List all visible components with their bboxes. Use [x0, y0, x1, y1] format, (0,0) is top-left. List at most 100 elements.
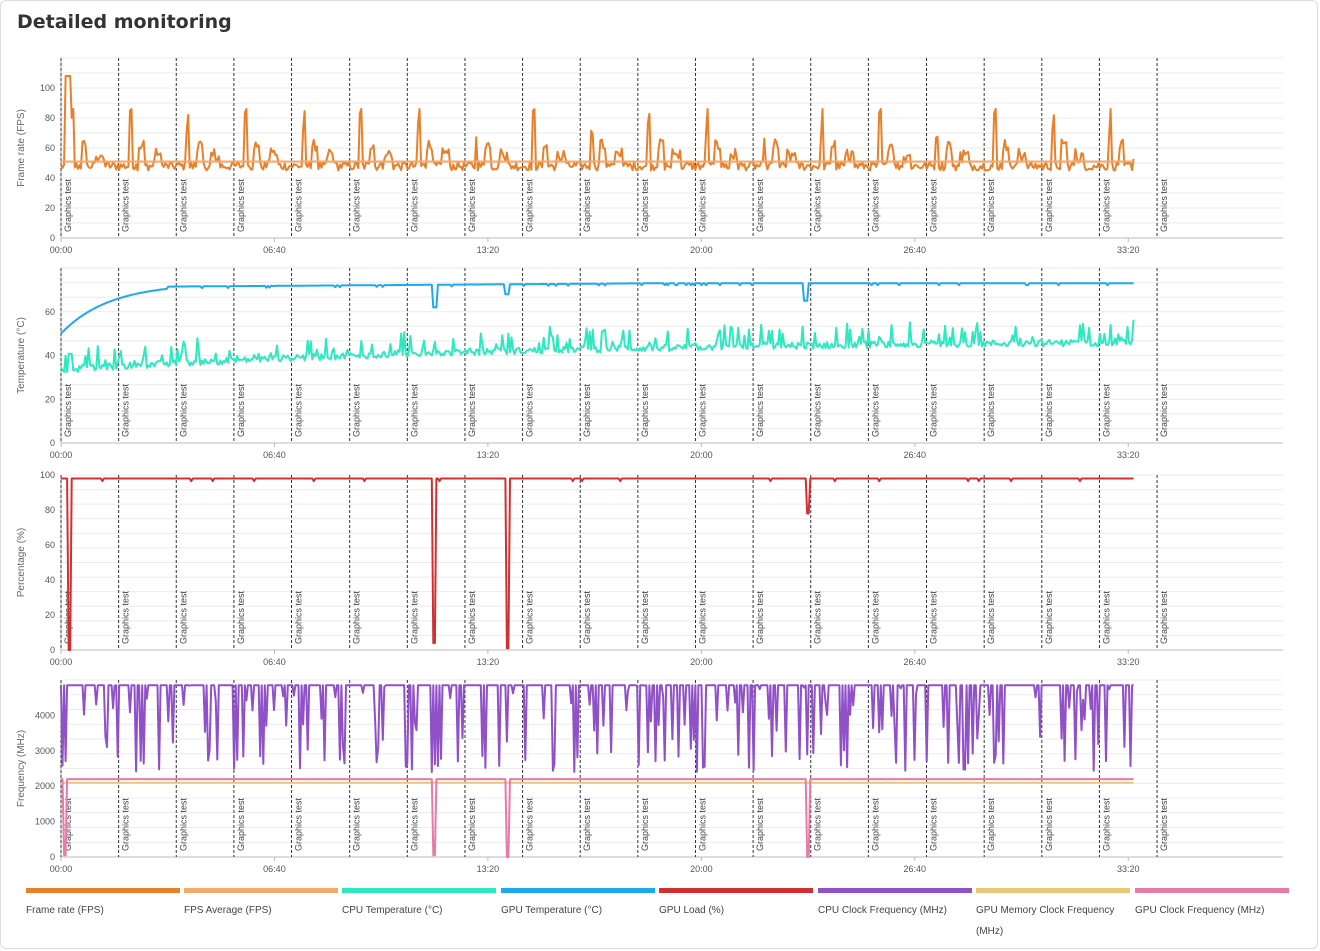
y-tick-label: 0 [50, 852, 55, 862]
event-marker-label: Graphics test [1101, 178, 1111, 232]
event-marker-label: Graphics test [236, 383, 246, 437]
x-tick-label: 20:00 [690, 245, 713, 255]
event-marker-label: Graphics test [929, 590, 939, 644]
event-marker-label: Graphics test [178, 797, 188, 851]
x-tick-label: 33:20 [1117, 657, 1140, 667]
event-marker-label: Graphics test [467, 383, 477, 437]
legend-item-gpu-memory-clock[interactable]: GPU Memory Clock Frequency (MHz) [976, 888, 1130, 942]
event-marker-label: Graphics test [755, 797, 765, 851]
legend-swatch [342, 888, 496, 893]
event-marker-label: Graphics test [929, 178, 939, 232]
event-marker-label: Graphics test [697, 178, 707, 232]
event-marker-label: Graphics test [1159, 383, 1169, 437]
legend-label: GPU Load (%) [659, 905, 725, 916]
y-tick-label: 40 [45, 575, 55, 585]
x-tick-label: 20:00 [690, 450, 713, 460]
legend-swatch [818, 888, 972, 893]
legend-item-cpu-temperature[interactable]: CPU Temperature (°C) [342, 888, 496, 921]
x-tick-label: 26:40 [904, 450, 927, 460]
event-marker-label: Graphics test [409, 590, 419, 644]
x-tick-label: 33:20 [1117, 450, 1140, 460]
legend-item-fps-average[interactable]: FPS Average (FPS) [184, 888, 338, 921]
event-marker-label: Graphics test [525, 383, 535, 437]
event-marker-label: Graphics test [986, 797, 996, 851]
event-marker-label: Graphics test [63, 178, 73, 232]
y-tick-label: 0 [50, 645, 55, 655]
event-marker-label: Graphics test [582, 383, 592, 437]
event-marker-label: Graphics test [121, 178, 131, 232]
x-tick-label: 20:00 [690, 657, 713, 667]
event-marker-label: Graphics test [178, 383, 188, 437]
legend-item-gpu-temperature[interactable]: GPU Temperature (°C) [501, 888, 655, 921]
event-marker-label: Graphics test [1044, 590, 1054, 644]
legend-label: GPU Clock Frequency (MHz) [1135, 905, 1265, 916]
y-tick-label: 100 [40, 470, 55, 480]
event-marker-label: Graphics test [870, 178, 880, 232]
legend-label: Frame rate (FPS) [26, 905, 104, 916]
x-tick-label: 13:20 [477, 864, 500, 874]
x-tick-label: 20:00 [690, 864, 713, 874]
event-marker-label: Graphics test [697, 797, 707, 851]
y-tick-label: 60 [45, 143, 55, 153]
event-marker-label: Graphics test [870, 383, 880, 437]
legend-swatch [26, 888, 180, 893]
event-marker-label: Graphics test [352, 383, 362, 437]
event-marker-label: Graphics test [178, 178, 188, 232]
x-tick-label: 13:20 [477, 450, 500, 460]
y-tick-label: 80 [45, 505, 55, 515]
x-tick-label: 13:20 [477, 245, 500, 255]
x-tick-label: 06:40 [263, 864, 286, 874]
y-tick-label: 4000 [35, 710, 55, 720]
event-marker-label: Graphics test [294, 590, 304, 644]
legend-item-frame-rate[interactable]: Frame rate (FPS) [26, 888, 180, 921]
event-marker-label: Graphics test [755, 178, 765, 232]
event-marker-label: Graphics test [467, 797, 477, 851]
legend-item-gpu-load[interactable]: GPU Load (%) [659, 888, 813, 921]
x-tick-label: 06:40 [263, 450, 286, 460]
y-axis-label: Percentage (%) [16, 528, 27, 597]
legend-item-cpu-clock[interactable]: CPU Clock Frequency (MHz) [818, 888, 972, 921]
event-marker-label: Graphics test [986, 178, 996, 232]
event-marker-label: Graphics test [467, 178, 477, 232]
legend-swatch [976, 888, 1130, 893]
event-marker-label: Graphics test [294, 178, 304, 232]
event-marker-label: Graphics test [525, 797, 535, 851]
event-marker-label: Graphics test [525, 178, 535, 232]
event-marker-label: Graphics test [813, 178, 823, 232]
legend-label: GPU Memory Clock Frequency (MHz) [976, 905, 1115, 937]
x-tick-label: 06:40 [263, 245, 286, 255]
event-marker-label: Graphics test [121, 797, 131, 851]
page-title: Detailed monitoring [17, 11, 232, 33]
event-marker-label: Graphics test [1101, 590, 1111, 644]
event-marker-label: Graphics test [121, 590, 131, 644]
event-marker-label: Graphics test [178, 590, 188, 644]
series-line-gpu_load [61, 477, 1134, 651]
event-marker-label: Graphics test [121, 383, 131, 437]
y-tick-label: 40 [45, 173, 55, 183]
event-marker-label: Graphics test [352, 797, 362, 851]
x-tick-label: 06:40 [263, 657, 286, 667]
event-marker-label: Graphics test [1159, 797, 1169, 851]
legend-item-gpu-clock[interactable]: GPU Clock Frequency (MHz) [1135, 888, 1289, 921]
event-marker-label: Graphics test [236, 590, 246, 644]
legend-swatch [501, 888, 655, 893]
event-marker-label: Graphics test [986, 383, 996, 437]
event-marker-label: Graphics test [467, 590, 477, 644]
event-marker-label: Graphics test [1044, 797, 1054, 851]
y-axis-label: Frame rate (FPS) [16, 109, 27, 187]
y-tick-label: 60 [45, 307, 55, 317]
x-tick-label: 33:20 [1117, 864, 1140, 874]
event-marker-label: Graphics test [870, 590, 880, 644]
event-marker-label: Graphics test [1159, 178, 1169, 232]
event-marker-label: Graphics test [929, 383, 939, 437]
event-marker-label: Graphics test [582, 178, 592, 232]
event-marker-label: Graphics test [986, 590, 996, 644]
event-marker-label: Graphics test [755, 383, 765, 437]
event-marker-label: Graphics test [63, 797, 73, 851]
x-tick-label: 13:20 [477, 657, 500, 667]
series-line-gpu_temp [60, 282, 1134, 335]
event-marker-label: Graphics test [755, 590, 765, 644]
event-marker-label: Graphics test [582, 797, 592, 851]
event-marker-label: Graphics test [1044, 178, 1054, 232]
event-marker-label: Graphics test [294, 383, 304, 437]
